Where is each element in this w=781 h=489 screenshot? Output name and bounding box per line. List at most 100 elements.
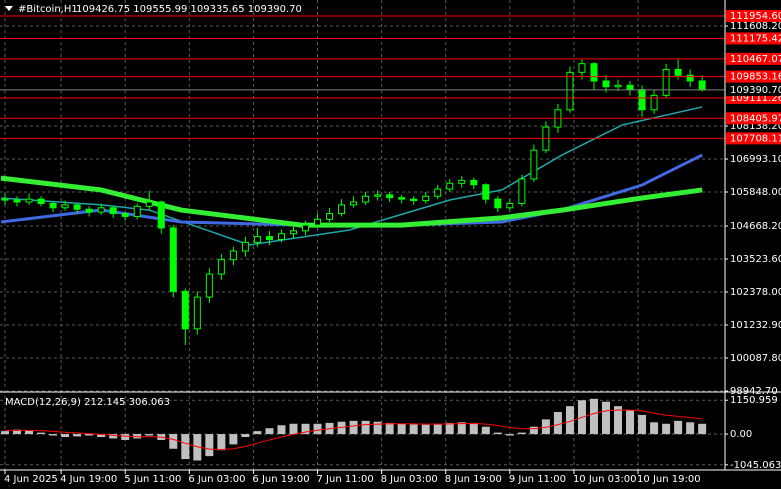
y-tick-label: 104668.20 bbox=[730, 221, 781, 232]
macd-bar bbox=[37, 432, 46, 435]
macd-bar bbox=[49, 434, 58, 436]
macd-bar bbox=[13, 429, 22, 435]
candle-body bbox=[398, 197, 406, 200]
macd-bar bbox=[385, 422, 394, 435]
macd-bar bbox=[109, 434, 118, 439]
macd-bar bbox=[433, 423, 442, 435]
level-label-box bbox=[726, 112, 781, 125]
macd-bar bbox=[626, 410, 635, 435]
y-tick-label: 1150.959 bbox=[730, 395, 778, 406]
macd-bar bbox=[638, 414, 647, 435]
macd-bar bbox=[229, 434, 238, 445]
current-price-box bbox=[726, 83, 781, 96]
candle-body bbox=[590, 63, 598, 82]
macd-bar bbox=[662, 423, 671, 435]
macd-bar bbox=[181, 434, 190, 460]
candle-body bbox=[37, 198, 45, 204]
macd-bar bbox=[193, 434, 202, 461]
level-label: 111175.42 bbox=[730, 33, 781, 44]
x-tick-label: 10 Jun 19:00 bbox=[637, 474, 701, 485]
x-tick-label: 4 Jun 19:00 bbox=[60, 474, 117, 485]
candle-body bbox=[386, 194, 394, 199]
candle-body bbox=[686, 74, 694, 82]
candle-body bbox=[650, 94, 658, 111]
x-tick-label: 8 Jun 03:00 bbox=[381, 474, 438, 485]
candle-body bbox=[241, 241, 249, 252]
macd-bar bbox=[409, 424, 418, 435]
macd-bar bbox=[589, 398, 598, 435]
candle-body bbox=[193, 296, 201, 330]
menu-arrow[interactable] bbox=[5, 6, 13, 11]
macd-bar bbox=[217, 434, 226, 451]
x-tick-label: 6 Jun 03:00 bbox=[188, 474, 245, 485]
candle-body bbox=[13, 199, 21, 203]
macd-bar bbox=[481, 426, 490, 435]
y-tick-label: 108138.20 bbox=[730, 121, 781, 132]
candle-body bbox=[662, 68, 670, 96]
candle-body bbox=[698, 80, 706, 91]
candle-body bbox=[277, 233, 285, 240]
y-tick-label: 103523.60 bbox=[730, 254, 781, 265]
macd-bar bbox=[373, 421, 382, 435]
candle-body bbox=[181, 290, 189, 330]
macd-bar bbox=[493, 432, 502, 435]
y-tick-label: 98942.70 bbox=[730, 386, 778, 397]
macd-bar bbox=[698, 423, 707, 435]
candle-body bbox=[326, 213, 334, 220]
candle-body bbox=[302, 224, 310, 232]
candle-body bbox=[169, 227, 177, 292]
macd-bar bbox=[313, 423, 322, 435]
candle-body bbox=[674, 68, 682, 76]
candle-body bbox=[458, 179, 466, 184]
macd-title: MACD(12,26,9) 212.145 306.063 bbox=[5, 397, 170, 408]
macd-bar bbox=[553, 412, 562, 435]
candle-body bbox=[518, 178, 526, 204]
candle-body bbox=[121, 213, 129, 217]
level-label: 110467.07 bbox=[730, 54, 781, 65]
macd-bar bbox=[253, 431, 262, 435]
level-label-box bbox=[726, 52, 781, 65]
level-label: 109853.16 bbox=[730, 72, 781, 83]
macd-bar bbox=[169, 434, 178, 449]
macd-bar bbox=[241, 434, 250, 438]
candle-body bbox=[97, 207, 105, 213]
candle-body bbox=[350, 201, 358, 206]
macd-bar bbox=[565, 406, 574, 435]
macd-bar bbox=[301, 423, 310, 435]
macd-bar bbox=[469, 422, 478, 435]
candle-body bbox=[289, 230, 297, 235]
macd-bar bbox=[61, 434, 70, 438]
candle-body bbox=[362, 195, 370, 203]
candle-body bbox=[626, 84, 634, 91]
macd-bar bbox=[686, 422, 695, 435]
y-tick-label: -1045.063 bbox=[730, 460, 781, 471]
candle-body bbox=[85, 208, 93, 213]
macd-bar bbox=[650, 422, 659, 435]
candle-body bbox=[566, 71, 574, 111]
macd-bar bbox=[397, 423, 406, 435]
macd-bar bbox=[145, 434, 154, 436]
candle-body bbox=[482, 184, 490, 200]
macd-bar bbox=[265, 428, 274, 435]
macd-bar bbox=[85, 434, 94, 436]
candle-body bbox=[338, 204, 346, 215]
candle-body bbox=[614, 84, 622, 88]
candle-body bbox=[446, 182, 454, 190]
y-tick-label: 0.00 bbox=[730, 429, 752, 440]
candle-body bbox=[253, 236, 261, 243]
chart-title: #Bitcoin,H1 bbox=[18, 4, 78, 15]
candle-body bbox=[205, 273, 213, 298]
candle-body bbox=[434, 188, 442, 197]
macd-bar bbox=[674, 420, 683, 435]
level-label-box bbox=[726, 132, 781, 145]
macd-bar bbox=[277, 425, 286, 435]
moving-average bbox=[0, 175, 703, 228]
candle-body bbox=[145, 201, 153, 207]
chart-subtitle: 109426.75 109555.99 109335.65 109390.70 bbox=[76, 4, 302, 15]
candle-body bbox=[73, 204, 81, 210]
macd-bar bbox=[337, 421, 346, 435]
y-tick-label: 105848.00 bbox=[730, 187, 781, 198]
macd-signal bbox=[5, 409, 703, 451]
